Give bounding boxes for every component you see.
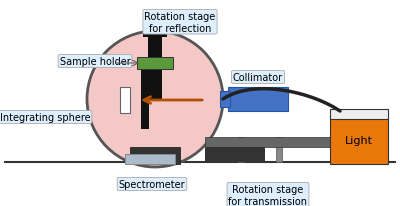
Text: Rotation stage
for reflection: Rotation stage for reflection [144,12,216,33]
Bar [141,70,149,129]
Bar [238,137,244,162]
Bar [228,88,288,111]
Bar [137,58,173,70]
Text: Light: Light [345,136,373,146]
Text: Spectrometer: Spectrometer [119,179,185,189]
Bar [276,137,282,162]
Bar [120,88,130,114]
Bar [143,20,167,38]
Text: Integrating sphere: Integrating sphere [0,112,90,122]
Bar [205,137,360,147]
Bar [130,147,180,164]
Bar [148,32,162,99]
Bar [330,117,388,164]
Bar [220,91,230,108]
Text: Sample holder: Sample holder [60,57,130,67]
Text: Collimator: Collimator [233,73,283,83]
Bar [205,147,265,162]
Text: Rotation stage
for transmission: Rotation stage for transmission [228,184,308,206]
Circle shape [87,32,223,167]
Bar [125,154,175,164]
Bar [330,109,388,119]
